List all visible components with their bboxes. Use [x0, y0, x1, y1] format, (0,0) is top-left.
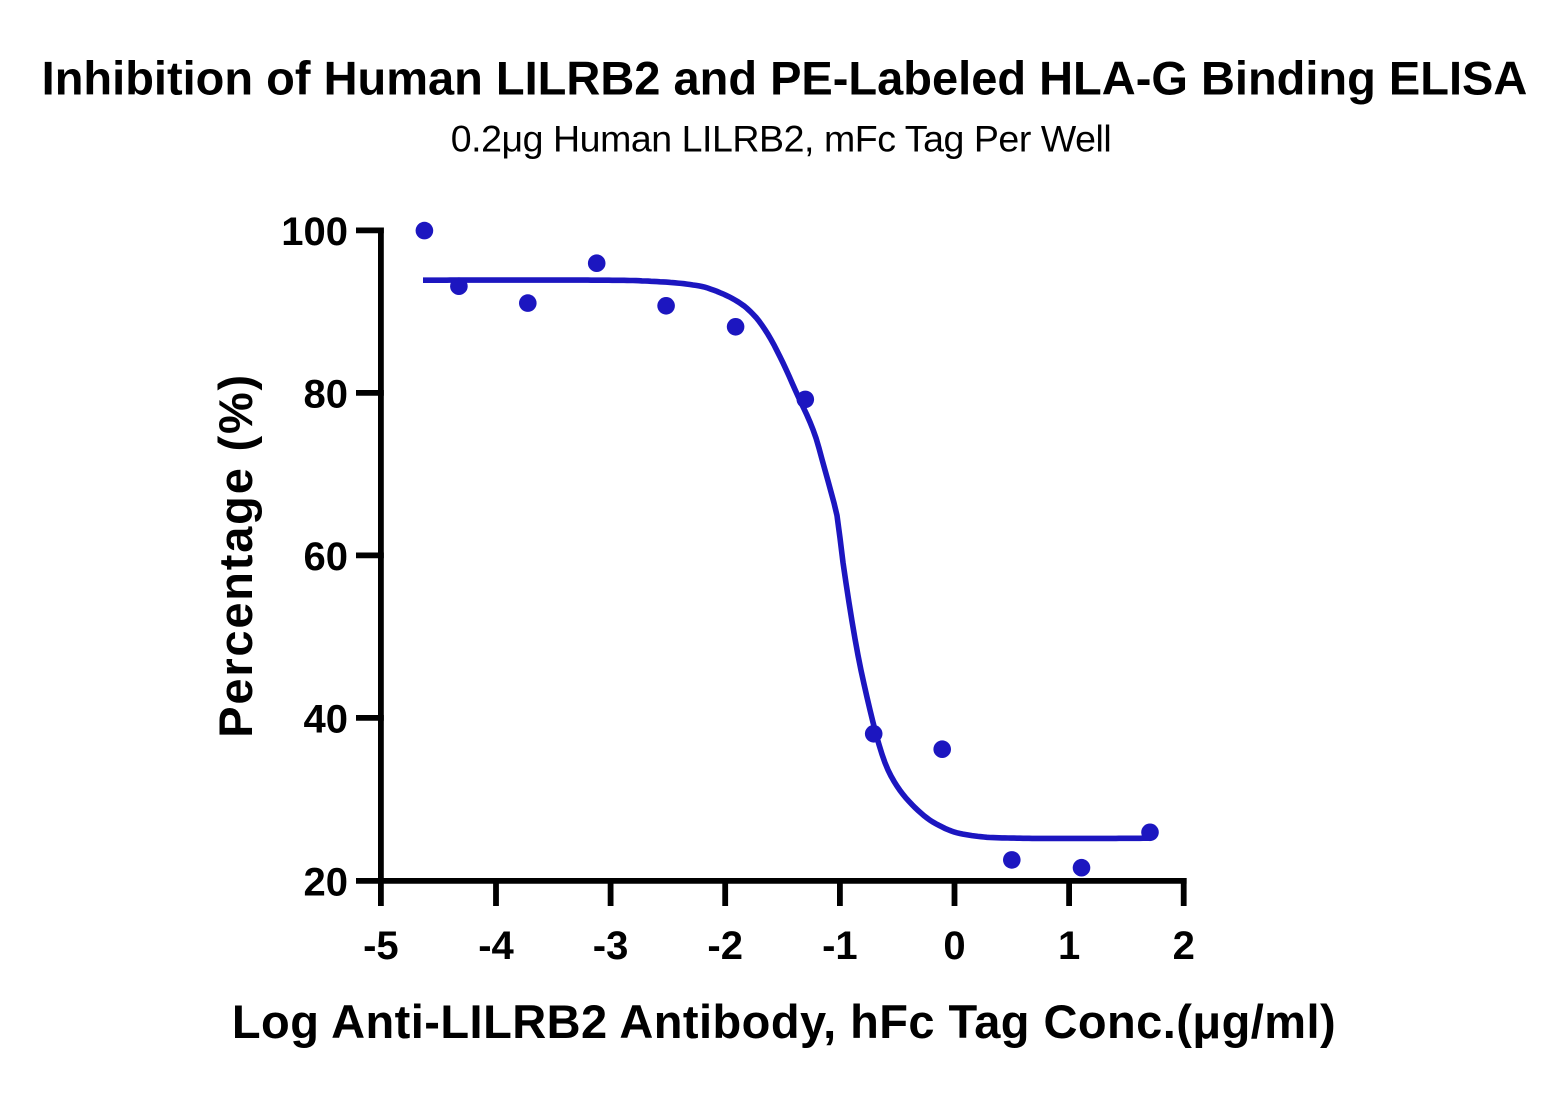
svg-text:-1: -1	[822, 924, 858, 968]
svg-text:-3: -3	[593, 924, 629, 968]
svg-text:0.2μg Human LILRB2, mFc Tag Pe: 0.2μg Human LILRB2, mFc Tag Per Well	[451, 118, 1112, 160]
svg-text:Percentage (%): Percentage (%)	[209, 373, 262, 738]
svg-text:0: 0	[943, 924, 965, 968]
svg-text:Inhibition of Human LILRB2 and: Inhibition of Human LILRB2 and PE-Labele…	[42, 52, 1528, 105]
svg-text:60: 60	[304, 535, 349, 579]
svg-text:80: 80	[304, 373, 349, 417]
svg-text:-5: -5	[363, 924, 399, 968]
svg-text:2: 2	[1173, 924, 1195, 968]
svg-text:-2: -2	[707, 924, 743, 968]
svg-text:Log Anti-LILRB2 Antibody, hFc: Log Anti-LILRB2 Antibody, hFc Tag Conc.(…	[232, 995, 1336, 1048]
svg-text:40: 40	[304, 698, 349, 742]
svg-text:100: 100	[281, 210, 348, 254]
svg-text:20: 20	[304, 861, 349, 905]
svg-text:1: 1	[1058, 924, 1080, 968]
svg-text:-4: -4	[478, 924, 514, 968]
